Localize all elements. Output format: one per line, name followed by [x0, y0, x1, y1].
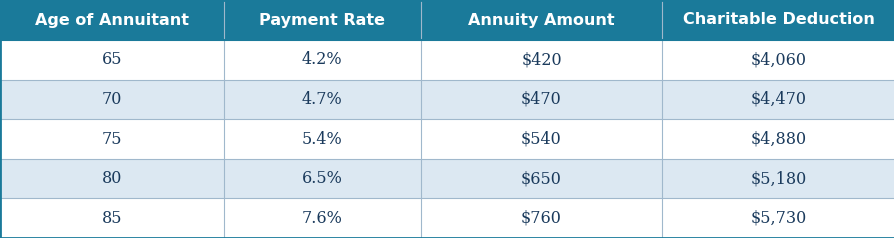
Text: 80: 80	[102, 170, 122, 187]
Bar	[224, 119, 420, 159]
Text: $760: $760	[520, 210, 561, 227]
Bar	[0, 0, 224, 40]
Text: 7.6%: 7.6%	[301, 210, 342, 227]
Text: Annuity Amount: Annuity Amount	[468, 13, 614, 28]
Text: $5,730: $5,730	[750, 210, 805, 227]
Text: 4.2%: 4.2%	[301, 51, 342, 68]
Text: $470: $470	[520, 91, 561, 108]
Bar	[662, 79, 894, 119]
Text: $4,470: $4,470	[750, 91, 805, 108]
Text: Age of Annuitant: Age of Annuitant	[35, 13, 189, 28]
Text: 70: 70	[102, 91, 122, 108]
Bar	[420, 198, 662, 238]
Bar	[0, 159, 224, 198]
Bar	[662, 159, 894, 198]
Text: 65: 65	[102, 51, 122, 68]
Bar	[224, 79, 420, 119]
Text: $540: $540	[520, 130, 561, 148]
Bar	[662, 0, 894, 40]
Bar	[224, 0, 420, 40]
Text: 5.4%: 5.4%	[301, 130, 342, 148]
Bar	[662, 198, 894, 238]
Bar	[420, 79, 662, 119]
Text: $4,060: $4,060	[750, 51, 805, 68]
Text: $650: $650	[520, 170, 561, 187]
Bar	[0, 79, 224, 119]
Bar	[420, 40, 662, 79]
Bar	[0, 198, 224, 238]
Bar	[420, 0, 662, 40]
Text: 85: 85	[102, 210, 122, 227]
Text: Payment Rate: Payment Rate	[259, 13, 384, 28]
Bar	[0, 40, 224, 79]
Bar	[662, 40, 894, 79]
Bar	[420, 119, 662, 159]
Text: Charitable Deduction: Charitable Deduction	[682, 13, 873, 28]
Text: 6.5%: 6.5%	[301, 170, 342, 187]
Bar	[224, 159, 420, 198]
Text: $5,180: $5,180	[750, 170, 805, 187]
Bar	[662, 119, 894, 159]
Text: 75: 75	[102, 130, 122, 148]
Text: $420: $420	[520, 51, 561, 68]
Text: $4,880: $4,880	[750, 130, 805, 148]
Bar	[224, 40, 420, 79]
Bar	[0, 119, 224, 159]
Text: 4.7%: 4.7%	[301, 91, 342, 108]
Bar	[420, 159, 662, 198]
Bar	[224, 198, 420, 238]
